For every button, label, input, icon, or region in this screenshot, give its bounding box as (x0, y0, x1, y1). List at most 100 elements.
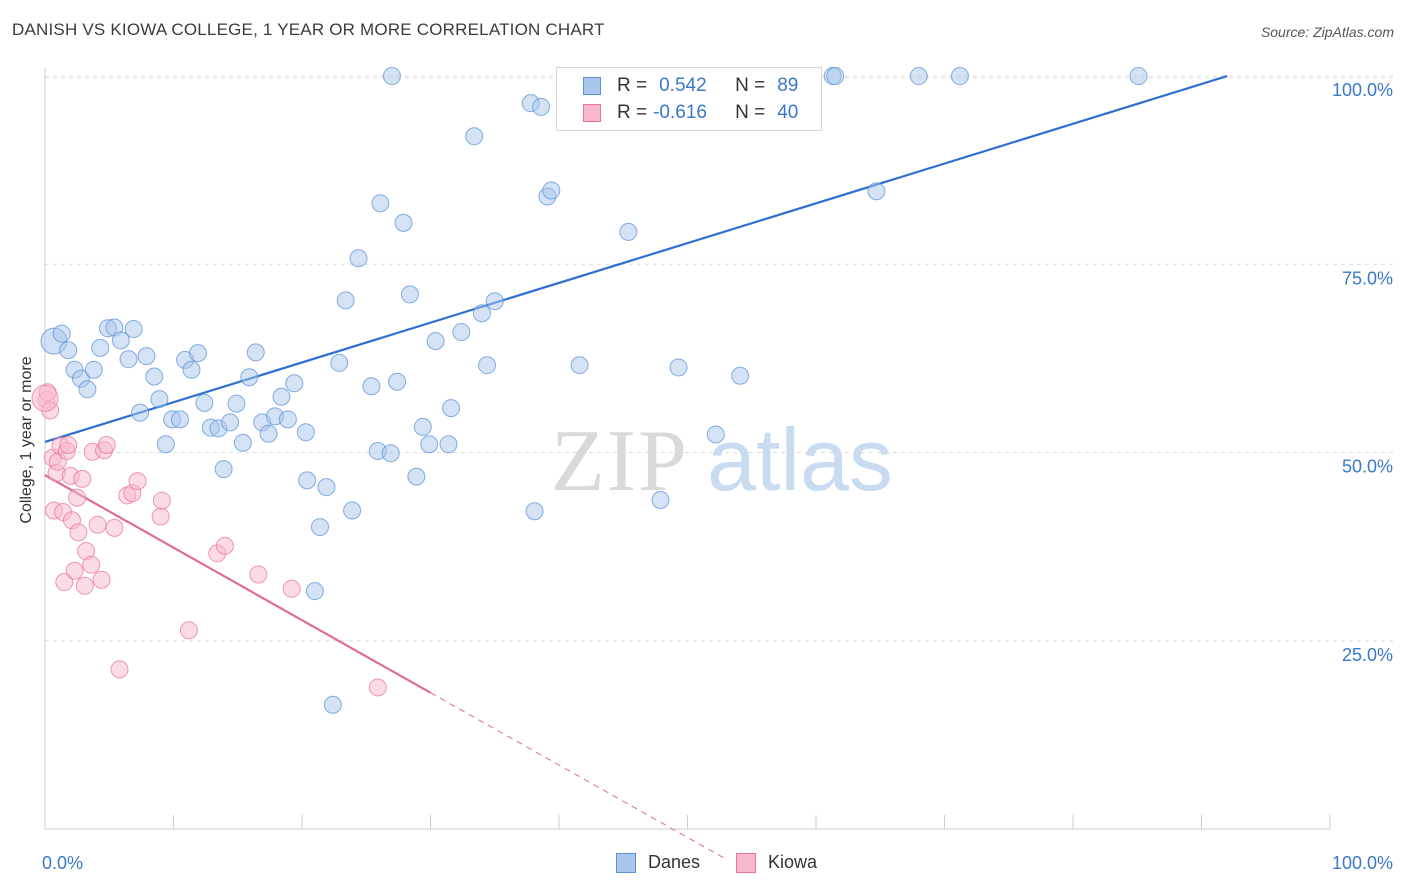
y-axis-label-wrap: College, 1 year or more (16, 300, 40, 600)
danes-point (452, 323, 471, 342)
danes-point (336, 291, 355, 310)
danes-point (465, 127, 484, 146)
kiowa-legend-label: Kiowa (768, 852, 818, 872)
kiowa-r-label: R = (617, 102, 648, 123)
danes-point (195, 393, 214, 412)
kiowa-point (105, 518, 124, 537)
danes-point (156, 435, 175, 454)
danes-point (525, 502, 544, 521)
danes-point (420, 435, 439, 454)
kiowa-trend-line (44, 474, 432, 694)
danes-point (439, 435, 458, 454)
danes-point (950, 67, 969, 86)
kiowa-point (59, 436, 78, 454)
kiowa-n-label: N = (735, 102, 766, 123)
danes-point (305, 582, 324, 601)
danes-point (137, 347, 156, 366)
series-legend: Danes Kiowa (616, 852, 853, 873)
kiowa-point (65, 561, 84, 580)
danes-point (651, 490, 670, 509)
danes-n-label: N = (735, 75, 766, 96)
kiowa-n-value: 40 (777, 102, 799, 123)
kiowa-point (73, 469, 92, 488)
axes-layer (44, 68, 1331, 830)
watermark: ZIP atlas (551, 410, 893, 510)
danes-point (240, 368, 259, 387)
correlation-legend: R = 0.542 N = 89 R = -0.616 N = 40 (556, 67, 822, 131)
data-points (31, 67, 1148, 714)
grid-layer (45, 75, 1394, 642)
danes-r-label: R = (617, 75, 648, 96)
danes-point (182, 360, 201, 379)
kiowa-r-value: -0.616 (653, 102, 707, 123)
danes-point (867, 182, 886, 201)
danes-swatch (583, 77, 601, 95)
kiowa-point (368, 678, 387, 697)
danes-point (542, 181, 561, 200)
kiowa-point (152, 491, 171, 510)
danes-point (246, 343, 265, 362)
danes-point (285, 374, 304, 393)
danes-point (111, 331, 130, 350)
danes-point (323, 695, 342, 714)
kiowa-point (110, 660, 129, 679)
watermark-atlas: atlas (707, 410, 893, 509)
kiowa-legend-swatch (736, 852, 757, 873)
kiowa-point (92, 570, 111, 589)
danes-point (371, 194, 390, 213)
kiowa-point (97, 436, 116, 454)
series-legend-kiowa: Kiowa (736, 852, 817, 873)
danes-n-value: 89 (777, 75, 799, 96)
kiowa-point (55, 573, 74, 592)
y-tick-label-50: 50.0% (1342, 457, 1393, 477)
kiowa-point (179, 621, 198, 640)
danes-point (119, 350, 138, 369)
danes-point (1129, 67, 1148, 86)
chart-title: DANISH VS KIOWA COLLEGE, 1 YEAR OR MORE … (12, 20, 605, 39)
source-label: Source: ZipAtlas.com (1260, 24, 1394, 40)
x-tick-label-max: 100.0% (1332, 853, 1393, 873)
danes-point (78, 380, 97, 399)
danes-point (381, 444, 400, 463)
danes-point (170, 410, 189, 429)
danes-point (298, 471, 317, 490)
danes-point (570, 356, 589, 375)
danes-point (124, 320, 143, 339)
danes-point (84, 360, 103, 379)
danes-point (382, 67, 401, 86)
kiowa-point (88, 515, 107, 534)
danes-point (472, 304, 491, 323)
kiowa-point (31, 384, 59, 412)
danes-point (407, 467, 426, 486)
danes-point (317, 478, 336, 497)
danes-point (233, 433, 252, 452)
danes-point (91, 338, 110, 357)
danes-point (131, 403, 150, 422)
danes-point (478, 356, 497, 375)
danes-point (388, 372, 407, 391)
danes-point (349, 249, 368, 268)
danes-point (188, 344, 207, 363)
x-tick-label-min: 0.0% (42, 853, 83, 873)
danes-point (731, 366, 750, 385)
kiowa-trend-extension (430, 692, 727, 860)
y-tick-label-75: 75.0% (1342, 268, 1393, 288)
kiowa-swatch (583, 104, 601, 122)
danes-point (227, 394, 246, 413)
danes-point (52, 324, 71, 343)
danes-legend-label: Danes (648, 852, 701, 872)
danes-point (532, 97, 551, 116)
series-legend-danes: Danes (616, 852, 700, 873)
tick-labels: 25.0% 50.0% 75.0% 100.0% 0.0% 100.0% (42, 80, 1393, 873)
kiowa-point (68, 488, 87, 507)
danes-point (214, 460, 233, 479)
legend-row-danes: R = 0.542 N = 89 (583, 74, 798, 98)
kiowa-point (128, 472, 147, 491)
y-tick-label-100: 100.0% (1332, 80, 1393, 100)
danes-point (259, 424, 278, 443)
danes-point (619, 222, 638, 241)
danes-point (296, 423, 315, 442)
kiowa-point (215, 536, 234, 555)
danes-point (394, 213, 413, 232)
danes-point (706, 425, 725, 444)
